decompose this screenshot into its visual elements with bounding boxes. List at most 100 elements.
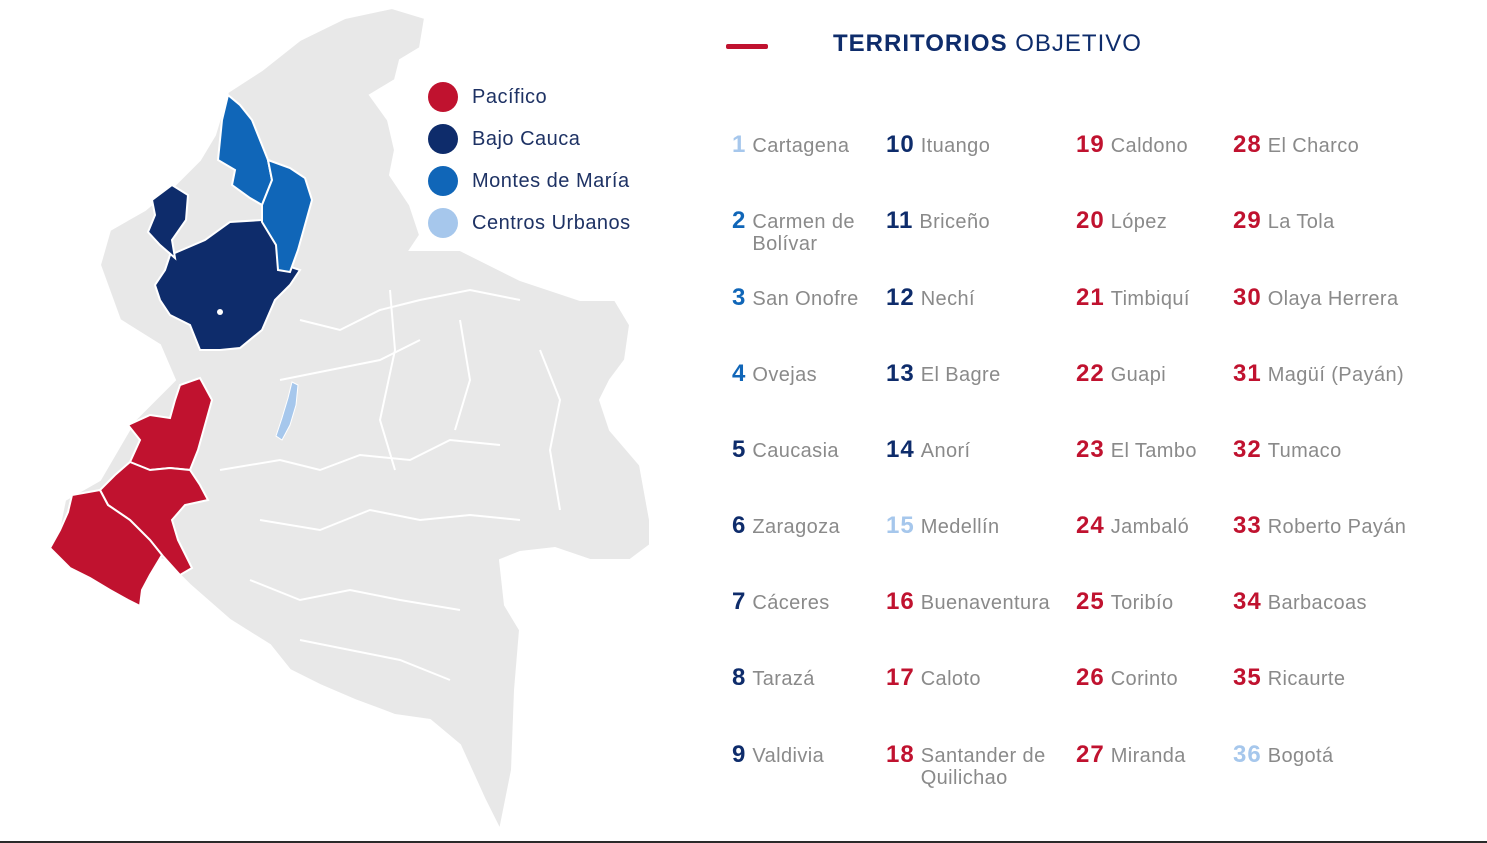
territory-item: 13 El Bagre [886, 360, 1001, 387]
territory-number: 15 [886, 512, 915, 539]
territory-name: Toribío [1110, 592, 1174, 614]
map-region-centros-urbanos [275, 381, 299, 441]
map-internal-borders [219, 288, 562, 681]
territory-item: 33 Roberto Payán [1233, 512, 1407, 539]
territory-name: Medellín [920, 516, 1000, 538]
territory-number: 17 [886, 664, 915, 691]
legend-swatch [428, 208, 458, 238]
territory-item: 21 Timbiquí [1076, 286, 1190, 311]
territory-item: 2 Carmen de Bolívar [732, 207, 864, 256]
title-bold: TERRITORIOS [833, 30, 1008, 57]
territory-number: 13 [886, 360, 915, 387]
territory-name: Timbiquí [1110, 288, 1190, 310]
map-region-montes-west [216, 93, 274, 207]
territory-number: 2 [732, 207, 747, 234]
territory-name: Caucasia [752, 440, 839, 462]
territory-number: 6 [732, 512, 747, 539]
territory-name: Cartagena [752, 135, 850, 157]
territory-name: El Bagre [920, 364, 1001, 386]
title-light: OBJETIVO [1015, 30, 1142, 57]
territory-item: 26 Corinto [1076, 666, 1178, 691]
bottom-divider [0, 841, 1487, 843]
territory-name: Zaragoza [752, 516, 841, 538]
title-accent-bar [726, 44, 768, 49]
territory-number: 25 [1076, 588, 1105, 615]
territory-number: 22 [1076, 360, 1105, 387]
map-region-bajo-cauca-uraba [146, 183, 190, 261]
territory-name: Buenaventura [920, 592, 1051, 614]
territory-item: 36 Bogotá [1233, 741, 1334, 768]
legend-swatch [428, 124, 458, 154]
territory-number: 8 [732, 664, 747, 691]
legend-label: Pacífico [472, 85, 548, 108]
legend: Pacífico Bajo Cauca Montes de María Centros… [428, 76, 631, 244]
territory-item: 29 La Tola [1233, 207, 1335, 234]
territory-name: Carmen de Bolívar [752, 211, 855, 255]
territory-name: Guapi [1110, 364, 1167, 386]
territory-name: López [1110, 211, 1168, 233]
legend-item-bajo-cauca: Bajo Cauca [428, 118, 631, 160]
legend-label: Montes de María [472, 169, 630, 192]
territory-item: 9 Valdivia [732, 743, 825, 768]
territory-number: 34 [1233, 588, 1262, 615]
territory-number: 33 [1233, 512, 1262, 539]
territory-name: Roberto Payán [1267, 516, 1407, 538]
legend-label: Bajo Cauca [472, 127, 581, 150]
map-country-colombia [53, 6, 651, 834]
territory-item: 1 Cartagena [732, 131, 850, 158]
territory-name: Caldono [1110, 135, 1189, 157]
territory-name: Nechí [920, 288, 975, 310]
territory-name: Briceño [919, 211, 990, 233]
territory-number: 35 [1233, 664, 1262, 691]
territory-item: 10 Ituango [886, 131, 990, 158]
page-title: TERRITORIOS OBJETIVO [833, 30, 1142, 58]
territory-name: San Onofre [752, 288, 859, 310]
legend-item-montes-de-maria: Montes de María [428, 160, 631, 202]
territory-name: El Tambo [1110, 440, 1197, 462]
territory-number: 32 [1233, 436, 1262, 463]
territory-item: 12 Nechí [886, 286, 975, 311]
territory-number: 18 [886, 741, 915, 768]
territory-item: 28 El Charco [1233, 133, 1359, 158]
legend-item-centros-urbanos: Centros Urbanos [428, 202, 631, 244]
territory-number: 23 [1076, 436, 1105, 463]
territory-name: Anorí [920, 440, 971, 462]
territory-item: 6 Zaragoza [732, 512, 841, 539]
territory-name: Bogotá [1267, 745, 1334, 767]
territory-item: 15 Medellín [886, 512, 1000, 539]
territory-name: Santander de Quilichao [920, 745, 1046, 789]
territory-item: 25 Toribío [1076, 588, 1174, 615]
territory-item: 22 Guapi [1076, 360, 1167, 387]
territory-number: 5 [732, 436, 747, 463]
territory-item: 7 Cáceres [732, 590, 830, 615]
territory-number: 3 [732, 284, 747, 311]
territory-number: 30 [1233, 284, 1262, 311]
territory-item: 3 San Onofre [732, 284, 859, 311]
territory-item: 11 Briceño [886, 207, 990, 234]
territory-item: 35 Ricaurte [1233, 664, 1345, 691]
territory-name: Barbacoas [1267, 592, 1367, 614]
territory-item: 30 Olaya Herrera [1233, 284, 1399, 311]
territory-number: 11 [886, 207, 914, 234]
territory-name: Corinto [1110, 668, 1178, 690]
territory-number: 29 [1233, 207, 1262, 234]
territory-number: 27 [1076, 741, 1105, 768]
territory-number: 20 [1076, 207, 1105, 234]
colombia-map [48, 6, 651, 834]
legend-item-pacifico: Pacífico [428, 76, 631, 118]
territory-item: 5 Caucasia [732, 436, 839, 463]
territory-name: Miranda [1110, 745, 1186, 767]
territory-number: 1 [732, 131, 747, 158]
territory-number: 19 [1076, 131, 1105, 158]
legend-swatch [428, 82, 458, 112]
territory-name: Cáceres [752, 592, 830, 614]
territory-name: La Tola [1267, 211, 1335, 233]
territory-number: 16 [886, 588, 915, 615]
territory-number: 10 [886, 131, 915, 158]
territory-item: 34 Barbacoas [1233, 588, 1367, 615]
territory-name: Ovejas [752, 364, 818, 386]
territory-number: 24 [1076, 512, 1105, 539]
territory-name: Valdivia [752, 745, 825, 767]
territory-name: Magüí (Payán) [1267, 364, 1405, 386]
territory-number: 36 [1233, 741, 1262, 768]
